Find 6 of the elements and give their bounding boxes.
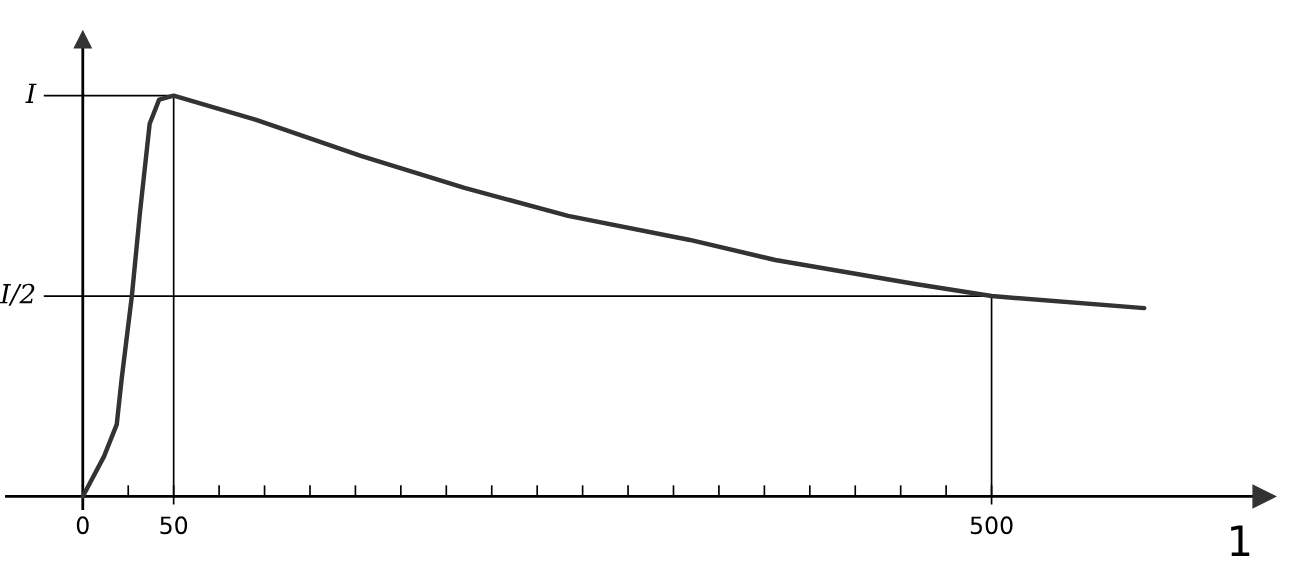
- ref-line-label: I: [25, 83, 37, 103]
- x-axis-title: 1: [1231, 525, 1250, 556]
- x-tick-label: 0: [76, 516, 89, 535]
- ref-line-label: I/2: [0, 283, 35, 306]
- x-tick-label: 50: [160, 516, 188, 535]
- x-tick-label: 500: [970, 516, 1013, 535]
